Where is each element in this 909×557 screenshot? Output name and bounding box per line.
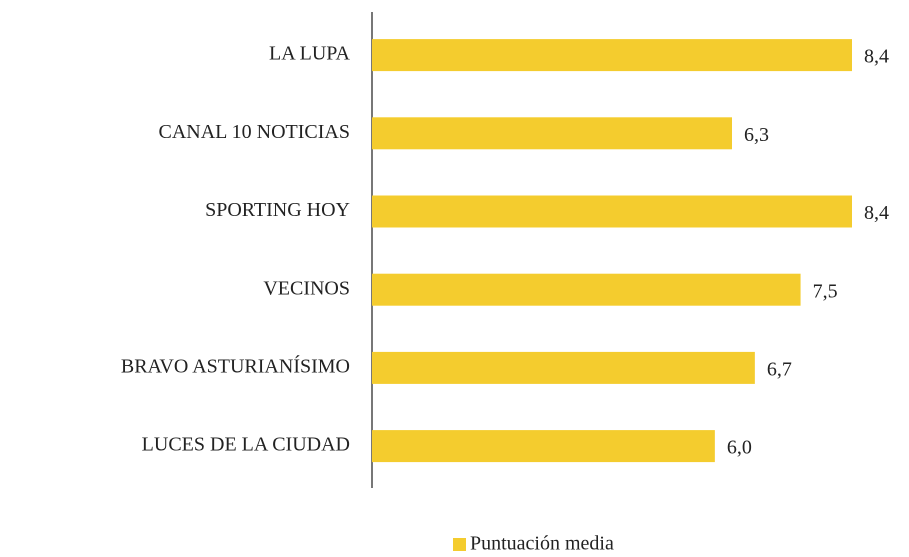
data-label: 6,0: [727, 437, 752, 459]
y-tick-label: BRAVO ASTURIANÍSIMO: [121, 354, 350, 377]
data-label: 6,7: [767, 358, 792, 380]
data-label: 7,5: [813, 280, 838, 302]
bar: [372, 195, 852, 228]
y-tick-label: CANAL 10 NOTICIAS: [159, 121, 350, 143]
bar: [372, 273, 801, 306]
y-tick-label: SPORTING HOY: [205, 199, 350, 221]
data-label: 8,4: [864, 202, 889, 224]
y-tick-label: LUCES DE LA CIUDAD: [142, 434, 350, 456]
bar: [372, 117, 732, 150]
data-label: 6,3: [744, 124, 769, 146]
legend-label: Puntuación media: [470, 533, 614, 555]
bar: [372, 430, 715, 463]
y-tick-label: VECINOS: [263, 277, 350, 299]
y-tick-label: LA LUPA: [269, 43, 351, 65]
bar: [372, 351, 755, 384]
bar: [372, 39, 852, 72]
legend-swatch: [453, 538, 466, 551]
data-label: 8,4: [864, 46, 889, 68]
